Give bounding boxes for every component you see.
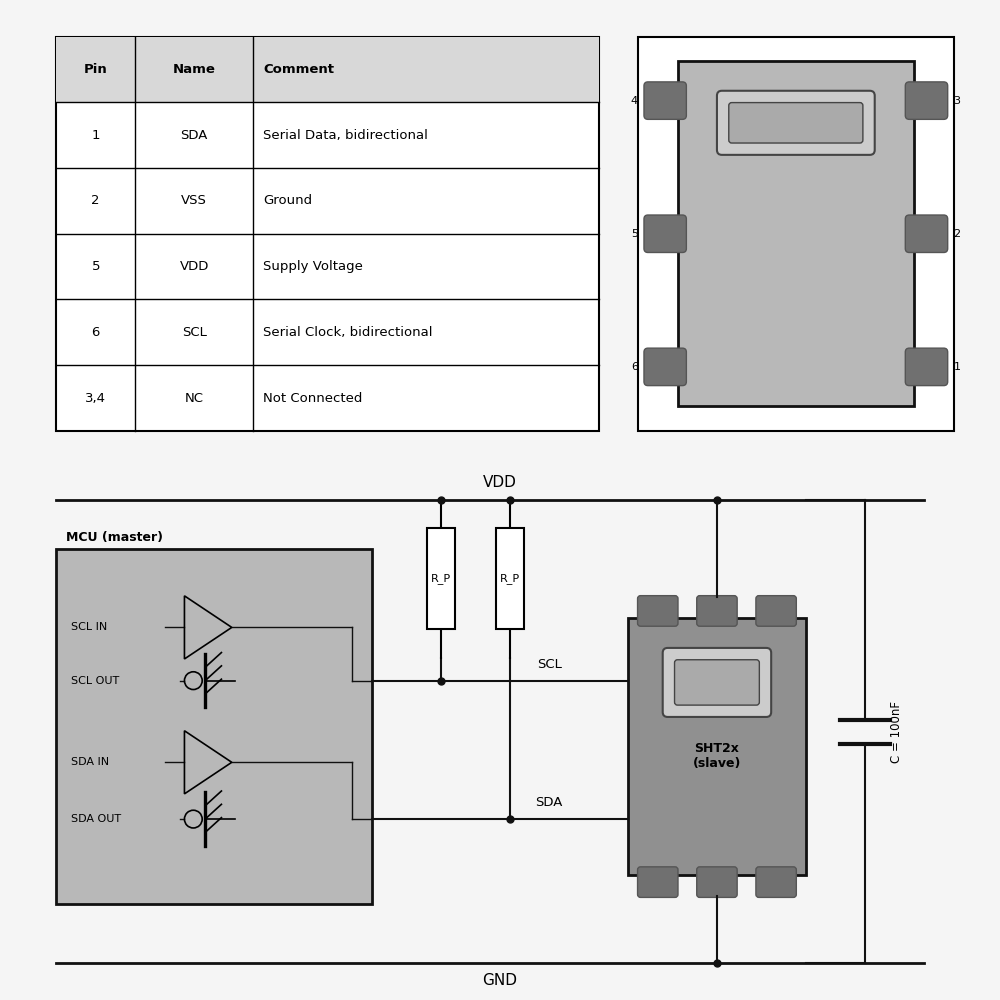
- Text: Pin: Pin: [84, 63, 108, 76]
- Bar: [628, 618, 806, 875]
- FancyBboxPatch shape: [905, 82, 948, 119]
- Text: VDD: VDD: [180, 260, 209, 273]
- Bar: [427, 528, 455, 629]
- FancyBboxPatch shape: [756, 867, 796, 897]
- Text: R_P: R_P: [431, 573, 451, 584]
- Text: SCL IN: SCL IN: [71, 622, 107, 632]
- Text: 2: 2: [91, 194, 100, 207]
- Text: SDA OUT: SDA OUT: [71, 814, 121, 824]
- Text: R_P: R_P: [500, 573, 520, 584]
- Text: NC: NC: [185, 392, 204, 405]
- Text: SCL OUT: SCL OUT: [71, 676, 119, 686]
- FancyBboxPatch shape: [638, 596, 678, 626]
- Text: 6: 6: [92, 326, 100, 339]
- FancyBboxPatch shape: [697, 596, 737, 626]
- FancyBboxPatch shape: [697, 867, 737, 897]
- FancyBboxPatch shape: [729, 103, 863, 143]
- Text: 4: 4: [631, 96, 638, 106]
- Bar: [56, 37, 599, 102]
- Bar: [56, 549, 372, 904]
- FancyBboxPatch shape: [644, 215, 686, 252]
- Text: GND: GND: [482, 973, 518, 988]
- Text: SHT2x
(slave): SHT2x (slave): [693, 742, 741, 770]
- Text: VSS: VSS: [181, 194, 207, 207]
- FancyBboxPatch shape: [905, 215, 948, 252]
- Text: 3: 3: [954, 96, 961, 106]
- Text: 6: 6: [631, 362, 638, 372]
- Bar: [638, 37, 954, 431]
- Bar: [56, 37, 599, 431]
- Text: Comment: Comment: [263, 63, 334, 76]
- Text: VDD: VDD: [483, 475, 517, 490]
- FancyBboxPatch shape: [644, 82, 686, 119]
- FancyBboxPatch shape: [756, 596, 796, 626]
- Text: Serial Data, bidirectional: Serial Data, bidirectional: [263, 129, 428, 142]
- FancyBboxPatch shape: [638, 867, 678, 897]
- Text: 2: 2: [954, 229, 961, 239]
- Text: SDA IN: SDA IN: [71, 757, 109, 767]
- FancyBboxPatch shape: [905, 348, 948, 386]
- Text: SCL: SCL: [182, 326, 207, 339]
- Text: 5: 5: [631, 229, 638, 239]
- Text: SDA: SDA: [181, 129, 208, 142]
- Text: 1: 1: [954, 362, 961, 372]
- Text: MCU (master): MCU (master): [66, 531, 163, 544]
- Text: Name: Name: [173, 63, 216, 76]
- Text: C = 100nF: C = 100nF: [890, 701, 903, 763]
- Text: Ground: Ground: [263, 194, 312, 207]
- FancyBboxPatch shape: [644, 348, 686, 386]
- Bar: [678, 61, 914, 406]
- Text: Supply Voltage: Supply Voltage: [263, 260, 363, 273]
- Bar: [496, 528, 524, 629]
- FancyBboxPatch shape: [675, 660, 759, 705]
- Text: SDA: SDA: [536, 796, 563, 809]
- Text: 3,4: 3,4: [85, 392, 106, 405]
- FancyBboxPatch shape: [717, 91, 875, 155]
- Text: SCL: SCL: [537, 658, 562, 671]
- Text: Not Connected: Not Connected: [263, 392, 363, 405]
- Text: 1: 1: [91, 129, 100, 142]
- Text: 5: 5: [91, 260, 100, 273]
- Text: Serial Clock, bidirectional: Serial Clock, bidirectional: [263, 326, 433, 339]
- FancyBboxPatch shape: [663, 648, 771, 717]
